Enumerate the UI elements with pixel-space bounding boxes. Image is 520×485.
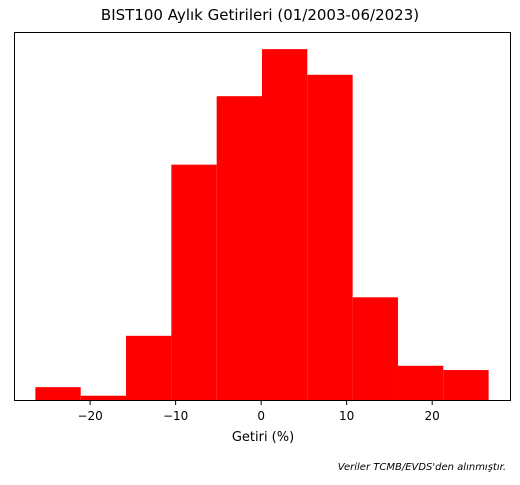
histogram-bar — [262, 49, 308, 401]
x-axis-label: Getiri (%) — [231, 430, 295, 445]
histogram-bar — [443, 370, 489, 400]
chart-title: BIST100 Aylık Getirileri (01/2003-06/202… — [100, 6, 420, 24]
histogram-bar — [126, 335, 172, 400]
histogram-bar — [352, 297, 398, 400]
x-tick-label: 20 — [425, 409, 440, 423]
histogram-bar — [216, 96, 262, 401]
histogram-bar — [80, 395, 127, 400]
histogram-bar — [307, 74, 353, 400]
histogram-bar — [35, 387, 81, 400]
source-footnote: Veriler TCMB/EVDS'den alınmıştır. — [337, 462, 506, 473]
x-tick-label: −20 — [77, 409, 102, 423]
x-tick-label: 10 — [339, 409, 354, 423]
histogram-bar — [171, 164, 217, 400]
x-tick-label: 0 — [257, 409, 265, 423]
x-tick-label: −10 — [163, 409, 188, 423]
histogram-bar — [397, 365, 444, 400]
plot-frame — [14, 32, 511, 401]
